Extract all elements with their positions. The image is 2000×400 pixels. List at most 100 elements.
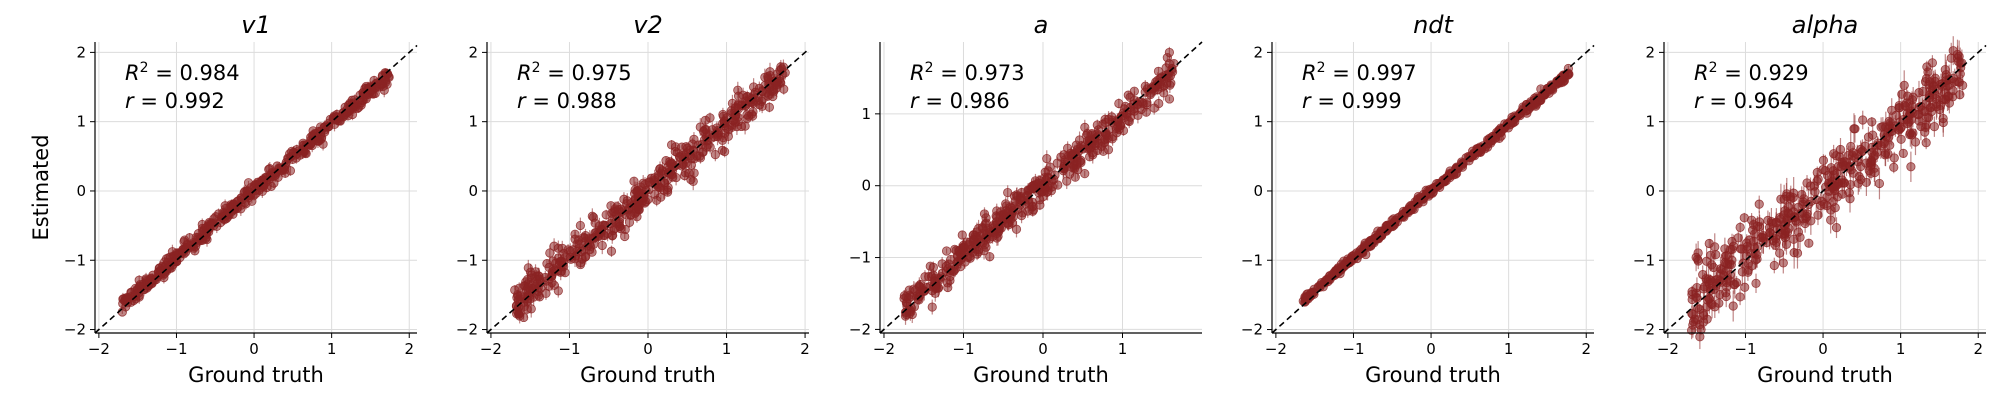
- r-annotation: r = 0.988: [517, 89, 617, 113]
- data-point: [1780, 232, 1790, 243]
- data-point: [972, 227, 982, 237]
- r-squared-annotation: R2 = 0.929: [1694, 60, 1809, 85]
- data-point: [1802, 178, 1812, 188]
- data-point: [1688, 320, 1698, 330]
- data-point: [901, 291, 911, 302]
- data-point: [524, 286, 534, 296]
- data-point: [1016, 211, 1027, 221]
- data-point: [1149, 103, 1159, 113]
- x-tick-label: −1: [165, 340, 187, 358]
- data-point: [950, 244, 960, 254]
- data-point: [698, 147, 708, 157]
- data-point: [1856, 161, 1866, 172]
- x-tick-label: 0: [1426, 340, 1436, 358]
- data-point: [1884, 116, 1894, 126]
- r-value: 0.992: [165, 89, 225, 113]
- data-point: [1905, 128, 1915, 138]
- data-point: [226, 200, 236, 210]
- r-value: 0.964: [1734, 89, 1794, 113]
- data-point: [1744, 235, 1754, 245]
- data-point: [1885, 140, 1895, 150]
- data-point: [555, 256, 565, 267]
- data-point: [652, 195, 662, 205]
- data-point: [606, 246, 617, 256]
- scatter-points: [510, 59, 790, 324]
- panel-title: ndt: [1413, 11, 1454, 39]
- y-tick-label: 1: [1253, 113, 1263, 131]
- data-point: [1164, 94, 1175, 104]
- data-point: [941, 261, 952, 271]
- data-point: [992, 233, 1002, 243]
- data-point: [1903, 91, 1913, 101]
- data-point: [342, 105, 352, 115]
- data-point: [1782, 189, 1792, 199]
- x-tick-label: 0: [1818, 340, 1828, 358]
- data-point: [1938, 117, 1948, 128]
- data-point: [736, 121, 747, 132]
- x-tick-label: −2: [873, 340, 895, 358]
- x-tick-label: 1: [1118, 340, 1128, 358]
- data-point: [1910, 137, 1921, 147]
- r-squared-annotation: R2 = 0.973: [910, 60, 1025, 85]
- data-point: [695, 122, 705, 132]
- panel-title: v2: [633, 11, 662, 39]
- panel-alpha: −2 −1 0 1 2 −2 −1 0 1 2 alpha Ground truth R2 = 0.92…: [1633, 11, 1987, 387]
- data-point: [1898, 148, 1908, 158]
- data-point: [1721, 288, 1731, 298]
- data-point: [1948, 86, 1958, 96]
- x-tick-label: 0: [1038, 340, 1048, 358]
- data-point: [544, 281, 554, 291]
- data-point: [1736, 244, 1746, 254]
- data-point: [1804, 238, 1814, 248]
- data-point: [964, 240, 974, 250]
- y-tick-label: 1: [468, 113, 478, 131]
- x-tick-label: 1: [1504, 340, 1514, 358]
- data-point: [575, 220, 585, 231]
- data-point: [1801, 213, 1811, 223]
- data-point: [366, 84, 376, 94]
- data-point: [206, 218, 217, 228]
- data-point: [265, 164, 275, 174]
- r-value: 0.986: [950, 89, 1010, 113]
- data-point: [512, 292, 522, 303]
- data-point: [1813, 174, 1823, 184]
- r-squared-value: 0.975: [571, 61, 631, 85]
- y-axis-label: Estimated: [29, 134, 53, 240]
- data-point: [1755, 222, 1765, 232]
- data-point: [1810, 187, 1820, 197]
- data-point: [519, 294, 530, 304]
- y-tick-label: 2: [468, 43, 478, 61]
- y-tick-label: 0: [468, 182, 478, 200]
- data-point: [590, 218, 600, 228]
- data-point: [1921, 138, 1931, 148]
- r-squared-value: 0.973: [964, 61, 1024, 85]
- data-point: [1836, 161, 1846, 171]
- y-tick-label: 0: [861, 177, 871, 195]
- data-point: [1876, 122, 1886, 132]
- data-point: [928, 262, 938, 272]
- data-point: [1112, 115, 1123, 125]
- data-point: [957, 230, 967, 240]
- y-tick-label: −2: [1241, 321, 1263, 339]
- y-tick-label: −2: [64, 321, 86, 339]
- data-point: [1090, 140, 1100, 151]
- x-tick-label: 0: [643, 340, 653, 358]
- data-point: [522, 274, 533, 285]
- data-point: [167, 247, 178, 257]
- data-point: [718, 109, 728, 120]
- panel-title: a: [1034, 11, 1049, 39]
- data-point: [135, 279, 145, 290]
- data-point: [553, 286, 563, 296]
- y-tick-label: −2: [849, 320, 871, 338]
- data-point: [663, 187, 673, 197]
- x-axis-label: Ground truth: [1365, 363, 1501, 387]
- data-point: [291, 153, 301, 163]
- data-point: [1889, 153, 1899, 163]
- data-point: [1850, 153, 1860, 163]
- data-point: [688, 176, 698, 187]
- x-tick-label: 2: [800, 340, 810, 358]
- x-tick-label: 2: [404, 340, 414, 358]
- data-point: [1751, 278, 1761, 288]
- data-point: [1693, 248, 1703, 258]
